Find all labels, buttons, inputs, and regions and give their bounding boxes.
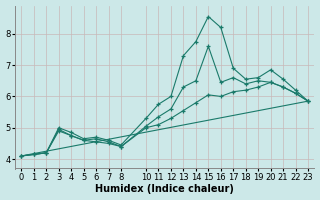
X-axis label: Humidex (Indice chaleur): Humidex (Indice chaleur) <box>95 184 234 194</box>
